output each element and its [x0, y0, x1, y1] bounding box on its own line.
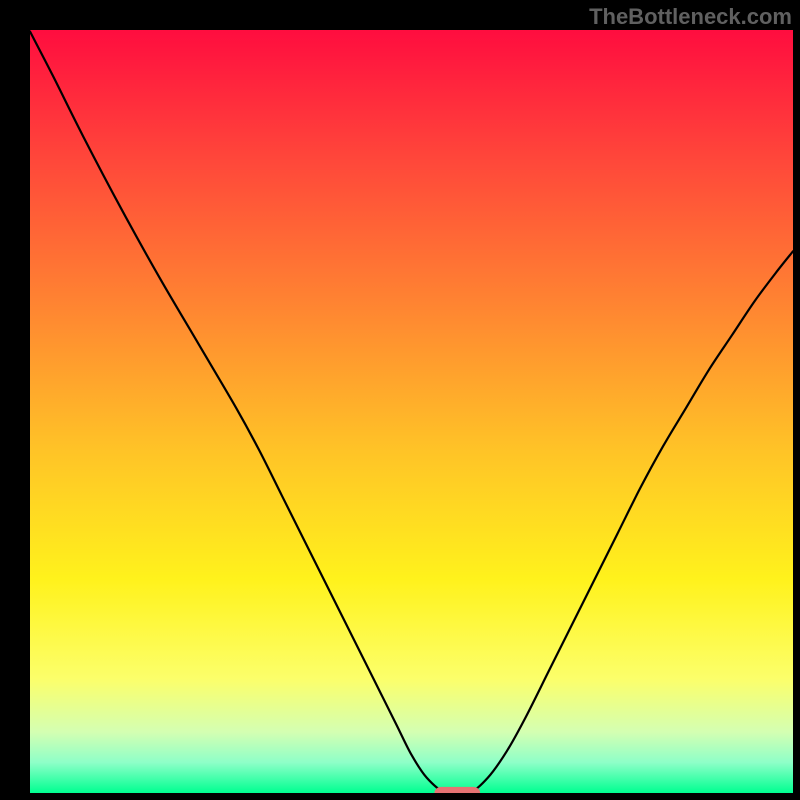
- plot-area: [30, 30, 793, 793]
- chart-background-gradient: [30, 30, 793, 793]
- balance-marker: [434, 787, 480, 793]
- bottleneck-chart: [30, 30, 793, 793]
- chart-container: { "watermark": { "text": "TheBottleneck.…: [0, 0, 800, 800]
- watermark-text: TheBottleneck.com: [589, 4, 792, 30]
